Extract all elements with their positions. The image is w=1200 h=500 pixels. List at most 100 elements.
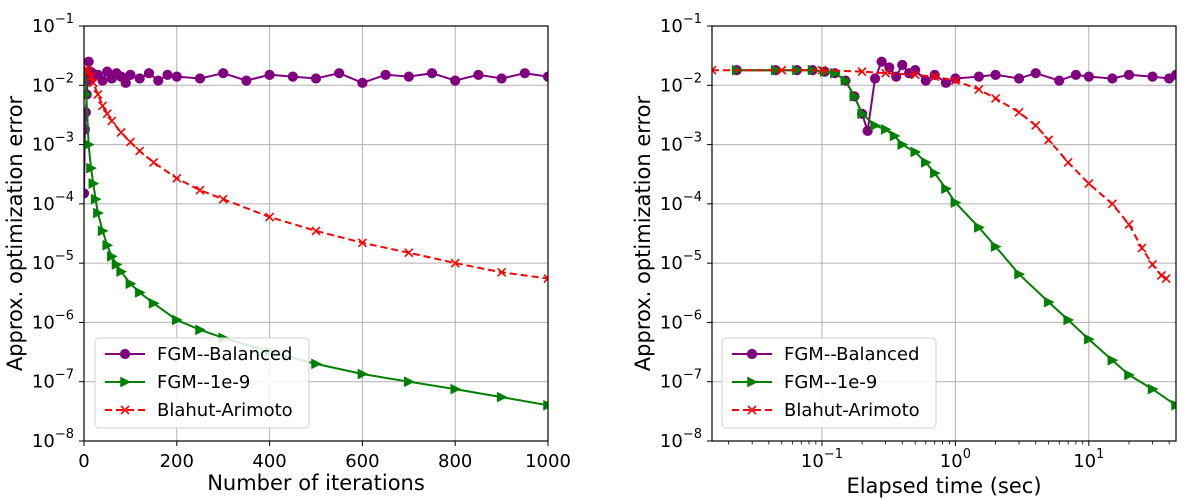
- legend-label: Blahut-Arimoto: [157, 400, 293, 421]
- data-point: [496, 73, 507, 84]
- data-point: [450, 258, 460, 268]
- y-axis-label: Approx. optimization error: [3, 95, 27, 371]
- data-point: [264, 69, 275, 80]
- data-point: [1161, 273, 1171, 284]
- data-point: [403, 71, 414, 82]
- data-point: [884, 62, 895, 73]
- data-point: [194, 73, 206, 84]
- series-line: [84, 67, 548, 280]
- right-chart: 10−8 10−7 10−6 10−5 10−4 10−3 10−2 10−1 10−1 100 1…: [631, 12, 1177, 498]
- y-tick-label: 10−8: [660, 427, 702, 452]
- data-point: [973, 71, 984, 82]
- y-tick-label: 10−7: [32, 368, 74, 393]
- data-point: [1013, 73, 1025, 84]
- data-point: [897, 139, 909, 150]
- data-point: [1147, 383, 1159, 395]
- data-point: [712, 65, 717, 75]
- data-point: [241, 75, 252, 86]
- axes-frame: [83, 25, 549, 442]
- data-point: [897, 59, 908, 71]
- data-point: [125, 69, 136, 80]
- axes-frame: [711, 25, 1177, 442]
- data-point: [93, 207, 104, 219]
- y-tick-label: 10−1: [32, 12, 74, 37]
- data-point: [881, 68, 891, 78]
- data-point: [311, 226, 321, 236]
- data-point: [1147, 71, 1158, 82]
- y-tick-label: 10−6: [660, 308, 702, 333]
- y-tick-label: 10−6: [32, 308, 74, 333]
- y-tick-label: 10−3: [660, 131, 702, 156]
- data-point: [497, 267, 507, 277]
- x-tick-label: 0: [78, 451, 89, 472]
- data-point: [1124, 219, 1134, 229]
- legend-label: FGM--Balanced: [157, 344, 292, 365]
- y-tick-label: 10−2: [32, 71, 74, 96]
- data-point: [990, 69, 1001, 80]
- data-point: [974, 84, 984, 95]
- series-blahut-arimoto: [712, 65, 1171, 284]
- x-tick-label: 1000: [525, 451, 571, 472]
- data-point: [102, 109, 112, 119]
- series-blahut-arimoto: [84, 64, 548, 284]
- data-point: [1031, 120, 1041, 131]
- data-point: [1044, 135, 1054, 145]
- data-point: [153, 75, 164, 86]
- x-tick-label: 100: [940, 447, 971, 472]
- data-point: [102, 239, 114, 251]
- data-point: [148, 297, 160, 309]
- data-point: [857, 108, 869, 120]
- data-point: [910, 70, 920, 80]
- left-chart: 10−8 10−7 10−6 10−5 10−4 10−3 10−2 10−1 0 200 400 6…: [3, 12, 571, 495]
- data-point: [1070, 69, 1082, 80]
- data-point: [1084, 178, 1094, 189]
- legend-item: Blahut-Arimoto: [732, 400, 920, 421]
- data-point: [1107, 354, 1119, 366]
- data-point: [1107, 73, 1118, 84]
- y-tick-label: 10−4: [32, 190, 74, 215]
- data-point: [265, 212, 275, 222]
- data-point: [134, 287, 146, 298]
- legend-marker: [746, 348, 758, 360]
- data-point: [86, 72, 96, 82]
- data-point: [777, 65, 787, 75]
- data-point: [107, 116, 117, 126]
- data-point: [86, 162, 98, 174]
- data-point: [1030, 68, 1041, 79]
- data-point: [134, 73, 145, 84]
- data-point: [84, 56, 94, 67]
- legend-label: FGM--1e-9: [157, 372, 250, 393]
- data-point: [1083, 71, 1094, 82]
- data-point: [1123, 69, 1135, 80]
- data-point: [1014, 107, 1024, 117]
- data-point: [380, 69, 391, 80]
- legend-item: FGM--1e-9: [732, 372, 877, 393]
- data-point: [450, 75, 461, 86]
- legend-marker: [747, 376, 759, 388]
- legend-marker: [120, 376, 132, 388]
- data-point: [880, 124, 892, 135]
- data-point: [450, 383, 462, 395]
- data-point: [543, 399, 548, 411]
- y-tick-label: 10−2: [660, 71, 702, 96]
- legend: FGM--Balanced FGM--1e-9 Blahut-Arimoto: [721, 337, 937, 429]
- data-point: [542, 71, 548, 82]
- data-point: [543, 273, 548, 284]
- data-point: [990, 241, 1002, 253]
- data-point: [357, 77, 368, 88]
- x-tick-label: 200: [160, 451, 194, 472]
- data-point: [930, 72, 940, 82]
- data-point: [1156, 270, 1167, 281]
- data-point: [195, 185, 205, 195]
- series-line: [736, 60, 1176, 132]
- data-point: [921, 157, 932, 168]
- data-point: [840, 75, 852, 86]
- data-point: [889, 130, 901, 142]
- data-point: [950, 76, 960, 86]
- data-point: [84, 90, 93, 99]
- data-point: [1147, 259, 1158, 270]
- legend-box: [721, 337, 937, 429]
- data-point: [1043, 296, 1055, 308]
- data-point: [950, 197, 962, 209]
